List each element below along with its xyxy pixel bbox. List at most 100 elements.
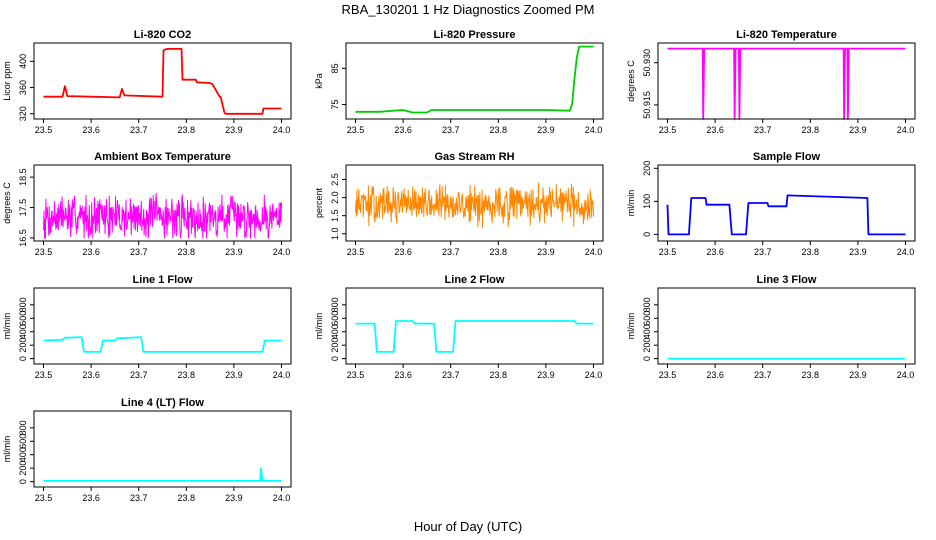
y-tick-label: 2.5 <box>330 173 340 186</box>
x-tick-label: 23.7 <box>130 125 148 135</box>
y-axis-label: degrees C <box>2 182 12 224</box>
plot-frame <box>345 164 604 242</box>
y-tick-label: 400 <box>18 54 28 69</box>
y-axis-label: kPa <box>314 73 324 89</box>
y-tick-label: 600 <box>330 311 340 326</box>
x-tick-label: 23.6 <box>82 370 100 380</box>
x-tick-label: 23.8 <box>178 247 196 257</box>
x-tick-label: 23.6 <box>706 125 724 135</box>
plot-frame <box>33 410 292 488</box>
panel-title: Ambient Box Temperature <box>94 151 231 163</box>
y-tick-label: 0 <box>18 356 28 361</box>
x-tick-label: 23.8 <box>178 125 196 135</box>
y-tick-label: 200 <box>330 338 340 353</box>
y-tick-label: 50.930 <box>642 49 652 77</box>
x-tick-label: 23.9 <box>225 370 243 380</box>
plot-frame <box>345 42 604 120</box>
y-tick-label: 600 <box>18 311 28 326</box>
panel-5: Gas Stream RH percent 23.5 23.6 23.7 23.8 23.9… <box>314 151 604 257</box>
panel-2: Li-820 Pressure kPa 23.5 23.6 23.7 23.8 23.9 24… <box>314 29 604 135</box>
y-axis-label: ml/min <box>2 436 12 463</box>
x-tick-label: 23.7 <box>442 247 460 257</box>
y-tick-label: 0 <box>642 356 652 361</box>
y-axis-label: Licor ppm <box>2 61 12 101</box>
x-tick-label: 23.5 <box>659 247 677 257</box>
y-tick-label: 400 <box>18 324 28 339</box>
x-tick-label: 24.0 <box>273 493 291 503</box>
series-line <box>43 336 282 353</box>
x-tick-label: 23.5 <box>35 125 53 135</box>
x-tick-label: 24.0 <box>897 247 915 257</box>
x-tick-label: 23.7 <box>754 247 772 257</box>
x-tick-label: 24.0 <box>273 247 291 257</box>
x-tick-label: 23.6 <box>394 125 412 135</box>
x-tick-label: 23.9 <box>537 370 555 380</box>
plot-frame <box>33 42 292 120</box>
x-tick-label: 24.0 <box>273 370 291 380</box>
y-tick-label: 0 <box>18 479 28 484</box>
y-tick-label: 200 <box>642 338 652 353</box>
y-tick-label: 600 <box>642 311 652 326</box>
x-tick-label: 24.0 <box>585 370 603 380</box>
x-tick-label: 23.6 <box>394 247 412 257</box>
x-tick-label: 23.7 <box>442 370 460 380</box>
x-tick-label: 23.9 <box>849 370 867 380</box>
y-tick-label: 360 <box>18 80 28 95</box>
y-tick-label: 800 <box>642 297 652 312</box>
x-tick-label: 23.6 <box>82 247 100 257</box>
y-tick-label: 800 <box>18 297 28 312</box>
y-tick-label: 800 <box>18 420 28 435</box>
x-tick-label: 23.9 <box>225 125 243 135</box>
x-tick-label: 23.6 <box>394 370 412 380</box>
panel-10: Line 4 (LT) Flow ml/min 23.5 23.6 23.7 23.8 23… <box>2 397 292 503</box>
y-tick-label: 1.5 <box>330 209 340 222</box>
y-tick-label: 320 <box>18 106 28 121</box>
y-tick-label: 0 <box>642 232 652 237</box>
x-tick-label: 23.8 <box>490 247 508 257</box>
y-tick-label: 400 <box>18 447 28 462</box>
x-tick-label: 23.8 <box>178 370 196 380</box>
x-tick-label: 23.8 <box>802 247 820 257</box>
plot-frame <box>345 287 604 365</box>
panel-title: Sample Flow <box>753 151 821 163</box>
x-tick-label: 23.8 <box>802 370 820 380</box>
x-tick-label: 23.8 <box>802 125 820 135</box>
x-tick-label: 23.9 <box>225 247 243 257</box>
panel-title: Li-820 CO2 <box>134 29 191 41</box>
y-tick-label: 2.0 <box>330 191 340 204</box>
x-tick-label: 23.9 <box>537 125 555 135</box>
panel-3: Li-820 Temperature degrees C 23.5 23.6 23.7 2… <box>626 29 916 135</box>
plot-frame <box>33 164 292 242</box>
panel-title: Li-820 Pressure <box>434 29 516 41</box>
x-tick-label: 24.0 <box>273 125 291 135</box>
panel-title: Line 3 Flow <box>757 274 817 286</box>
y-tick-label: 0 <box>330 356 340 361</box>
figure-xlabel: Hour of Day (UTC) <box>414 519 522 534</box>
x-tick-label: 23.6 <box>706 370 724 380</box>
x-tick-label: 23.5 <box>347 125 365 135</box>
x-tick-label: 24.0 <box>897 125 915 135</box>
x-tick-label: 23.7 <box>130 493 148 503</box>
figure-title: RBA_130201 1 Hz Diagnostics Zoomed PM <box>342 2 595 17</box>
x-tick-label: 23.8 <box>490 125 508 135</box>
x-tick-label: 23.9 <box>225 493 243 503</box>
y-axis-label: degrees C <box>626 60 636 102</box>
panel-title: Li-820 Temperature <box>736 29 837 41</box>
y-tick-label: 400 <box>330 324 340 339</box>
y-tick-label: 18.5 <box>18 168 28 186</box>
y-tick-label: 200 <box>18 461 28 476</box>
panel-4: Ambient Box Temperature degrees C 23.5 23.6… <box>2 151 292 257</box>
x-tick-label: 24.0 <box>585 125 603 135</box>
y-tick-label: 100 <box>642 194 652 209</box>
series-line <box>666 194 906 236</box>
plot-frame <box>657 164 916 242</box>
x-tick-label: 23.6 <box>706 247 724 257</box>
x-tick-label: 23.5 <box>35 370 53 380</box>
y-tick-label: 800 <box>330 297 340 312</box>
y-tick-label: 75 <box>330 100 340 110</box>
panel-6: Sample Flow ml/min 23.5 23.6 23.7 23.8 23.9 24.… <box>626 151 916 257</box>
y-axis-label: percent <box>314 187 324 218</box>
y-tick-label: 17.5 <box>18 199 28 217</box>
